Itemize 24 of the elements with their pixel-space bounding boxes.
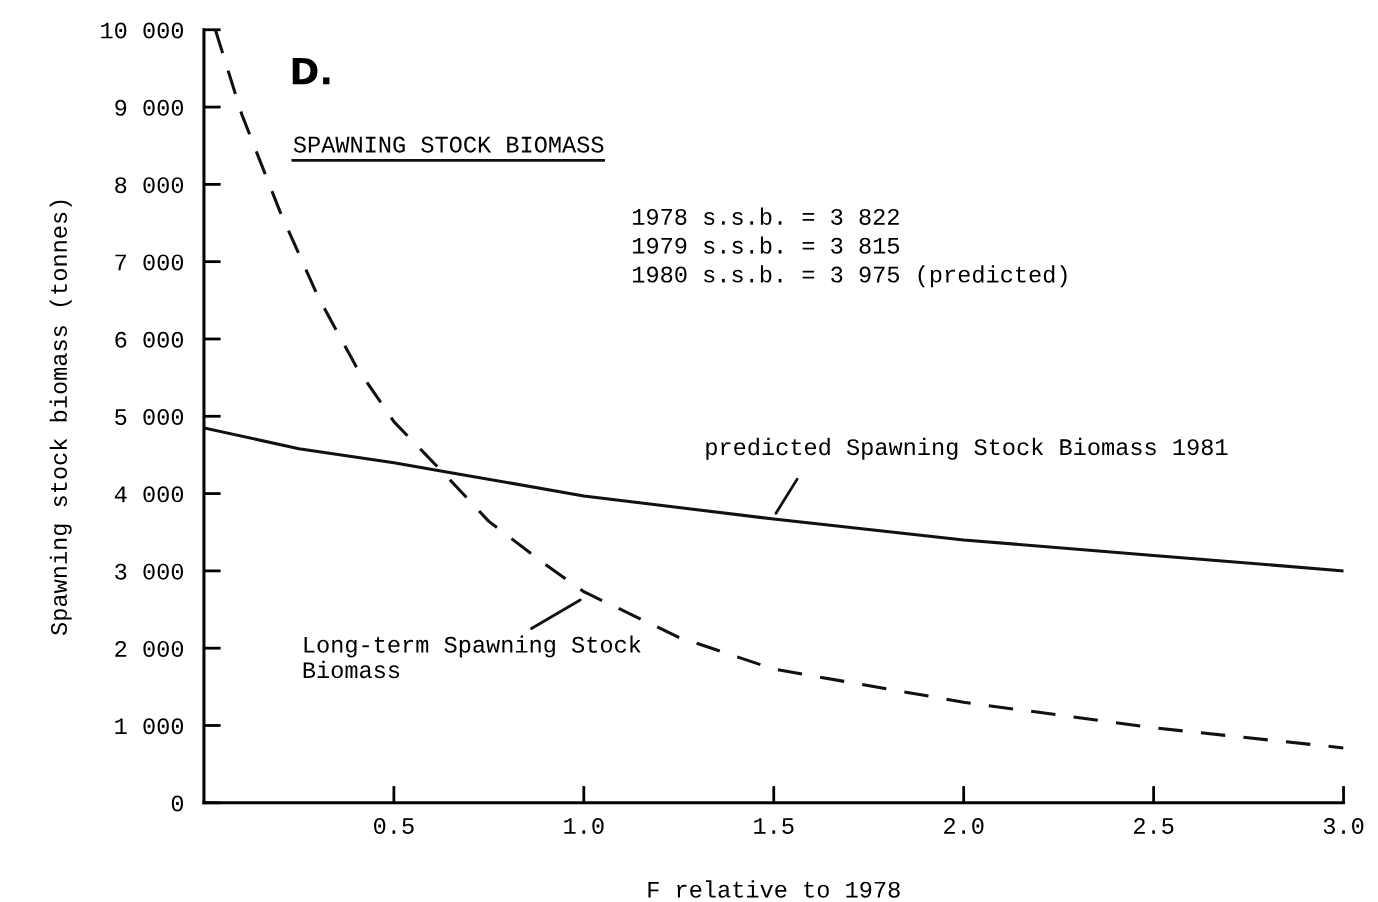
x-tick-label: 3.0	[1323, 817, 1364, 835]
y-tick-label: 9 000	[115, 99, 184, 116]
y-tick-label: 0	[171, 795, 184, 812]
text: D.	[292, 57, 330, 85]
x-tick-label: 0.5	[374, 817, 414, 835]
y-tick-label: 1 000	[115, 718, 184, 735]
x-axis-title: F relative to 1978	[648, 880, 900, 898]
y-tick-label: 5 000	[115, 409, 184, 426]
y-tick-label: 6 000	[115, 331, 184, 348]
x-tick-label: 2.0	[944, 817, 984, 835]
annotation: Long-term Spawning Stock Biomass	[303, 635, 641, 679]
y-tick-label: 8 000	[115, 177, 184, 194]
x-tick-label: 2.5	[1134, 817, 1174, 835]
y-tick-label: 7 000	[115, 254, 184, 271]
y-tick-label: 10 000	[101, 22, 184, 39]
y-tick-label: 2 000	[115, 640, 184, 657]
y-tick-label: 4 000	[114, 486, 184, 503]
y-axis-title: Spawning stock biomass (tonnes)	[49, 200, 72, 635]
x-tick-label: 1.0	[564, 817, 604, 835]
text: SPAWNING STOCK BIOMASS	[293, 136, 604, 153]
annotation: 1978 s.s.b. = 3 822 1979 s.s.b. = 3 815 1980 s.s.b. = 3 975 (predicted)	[633, 207, 1067, 288]
y-tick-label: 3 000	[115, 563, 184, 580]
x-tick-label: 1.5	[754, 818, 794, 835]
annotation: predicted Spawning Stock Biomass 1981	[706, 437, 1228, 460]
